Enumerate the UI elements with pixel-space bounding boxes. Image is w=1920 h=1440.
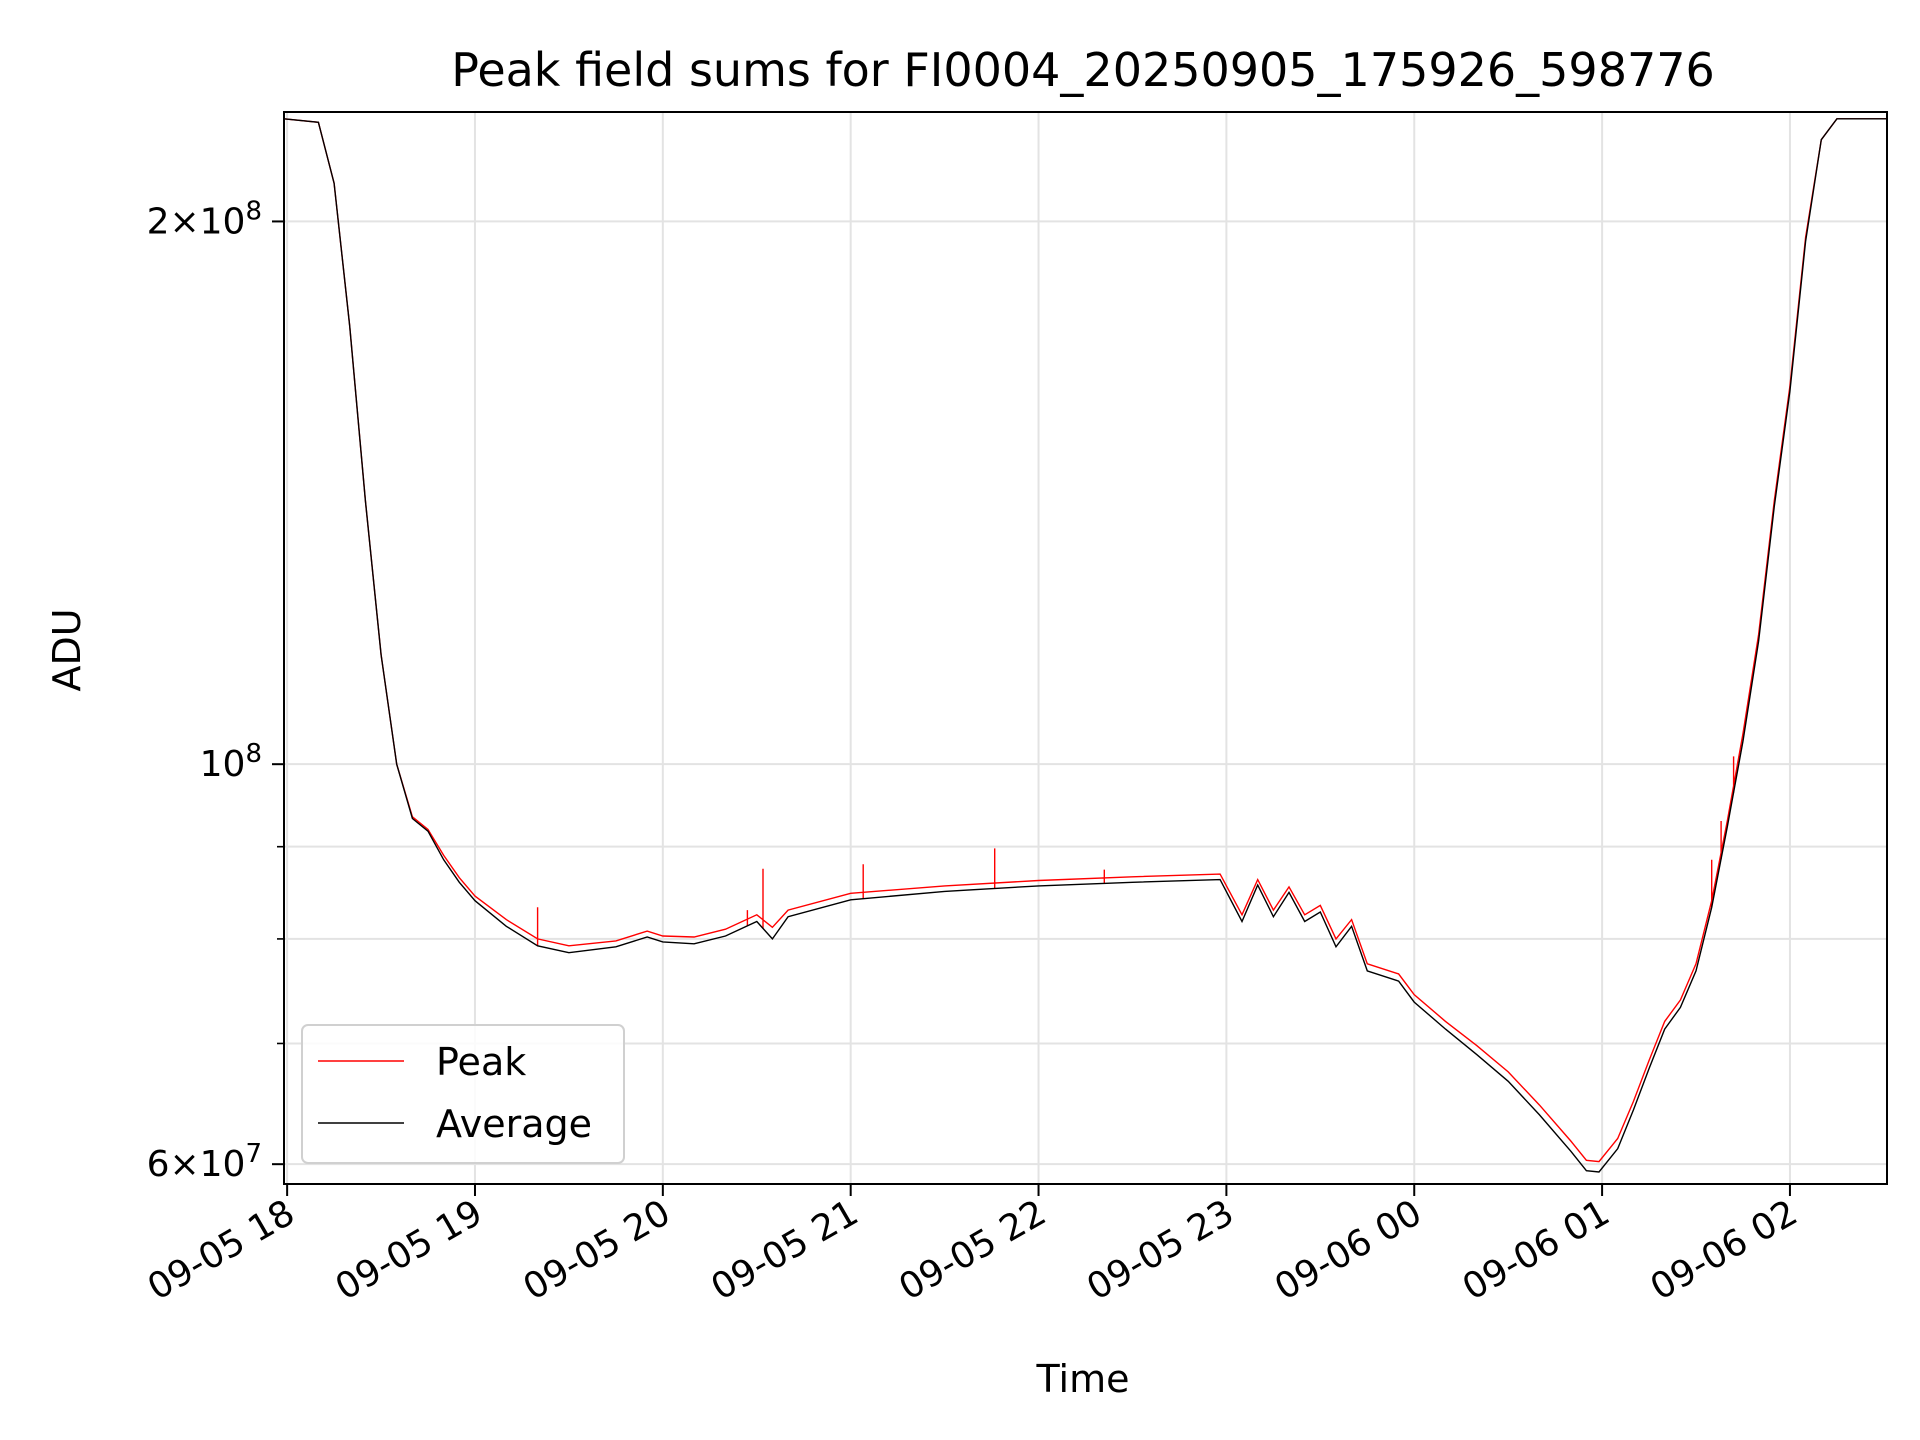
legend-label-peak: Peak [436, 1040, 526, 1084]
y-tick-label: 2×108 [147, 196, 262, 242]
grid-lines [284, 112, 1887, 1184]
series-lines [283, 118, 1887, 1173]
chart-title: Peak field sums for FI0004_20250905_1759… [451, 43, 1715, 97]
y-tick-label: 6×107 [147, 1139, 262, 1185]
x-axis-title: Time [1036, 1357, 1130, 1401]
legend-label-average: Average [436, 1102, 592, 1146]
legend-box [301, 1024, 625, 1164]
legend: Peak Average [301, 1024, 625, 1164]
series-line-average [283, 118, 1887, 1173]
y-axis-title: ADU [45, 608, 89, 691]
y-tick-label: 108 [200, 739, 262, 785]
series-line-peak [283, 118, 1887, 1163]
y-axis-ticks: 6×107 108 2×108 [147, 196, 284, 1185]
plot-frame [283, 111, 1888, 1185]
